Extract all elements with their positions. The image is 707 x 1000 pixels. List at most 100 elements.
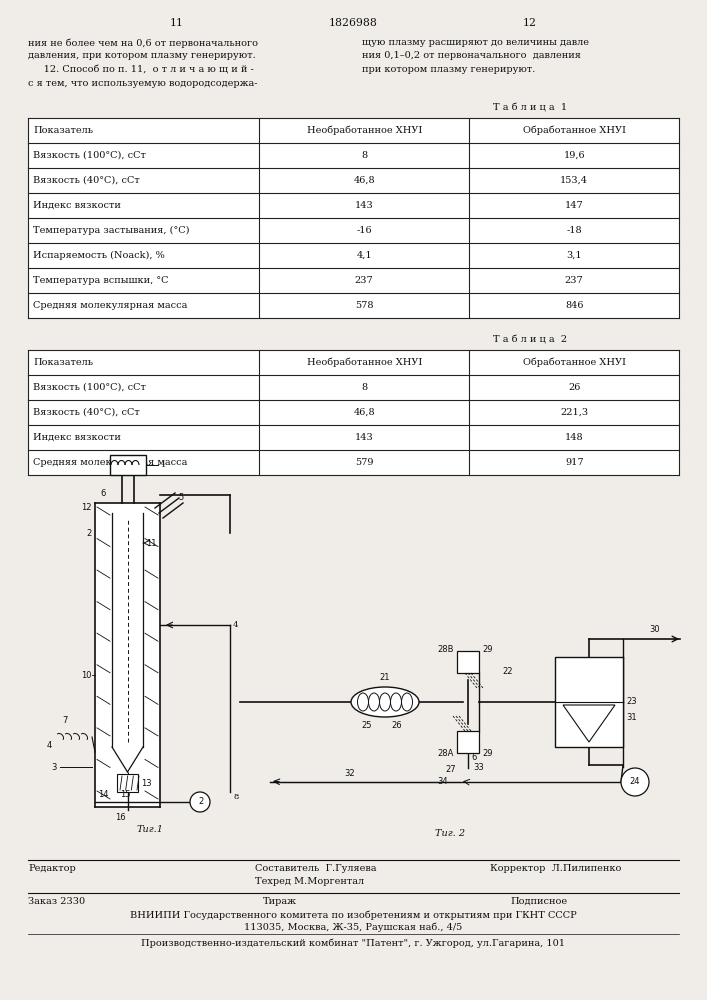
Text: Средняя молекулярная масса: Средняя молекулярная масса <box>33 458 187 467</box>
Bar <box>117 774 138 792</box>
Text: 12: 12 <box>81 504 92 512</box>
Text: Вязкость (40°С), сСт: Вязкость (40°С), сСт <box>33 176 140 185</box>
Text: 11: 11 <box>146 538 156 548</box>
Text: 1826988: 1826988 <box>329 18 378 28</box>
Text: 5: 5 <box>178 493 183 502</box>
Bar <box>555 657 623 747</box>
Text: 917: 917 <box>565 458 583 467</box>
Text: 24: 24 <box>630 778 641 786</box>
Text: 12: 12 <box>523 18 537 28</box>
Text: Вязкость (100°С), сСт: Вязкость (100°С), сСт <box>33 383 146 392</box>
Ellipse shape <box>351 687 419 717</box>
Text: 6: 6 <box>471 752 477 762</box>
Text: 2: 2 <box>199 798 204 806</box>
Text: с я тем, что используемую водородсодержа-: с я тем, что используемую водородсодержа… <box>28 79 257 88</box>
Text: Т а б л и ц а  2: Т а б л и ц а 2 <box>493 336 567 345</box>
Text: 8: 8 <box>361 151 368 160</box>
Text: давления, при котором плазму генерируют.: давления, при котором плазму генерируют. <box>28 51 256 60</box>
Text: щую плазму расширяют до величины давле: щую плазму расширяют до величины давле <box>362 38 589 47</box>
Text: 46,8: 46,8 <box>354 176 375 185</box>
Text: 29: 29 <box>482 646 493 654</box>
Text: Тираж: Тираж <box>263 897 297 906</box>
Text: 32: 32 <box>345 769 356 778</box>
Text: 143: 143 <box>355 201 373 210</box>
Text: 113035, Москва, Ж-35, Раушская наб., 4/5: 113035, Москва, Ж-35, Раушская наб., 4/5 <box>244 923 462 932</box>
Text: Показатель: Показатель <box>33 126 93 135</box>
Text: Производственно-издательский комбинат "Патент", г. Ужгород, ул.Гагарина, 101: Производственно-издательский комбинат "П… <box>141 938 565 948</box>
Text: Заказ 2330: Заказ 2330 <box>28 897 85 906</box>
Text: 21: 21 <box>380 673 390 682</box>
Text: 33: 33 <box>473 762 484 772</box>
Text: 4: 4 <box>47 740 52 750</box>
Text: 28A: 28A <box>438 750 454 758</box>
Bar <box>28 118 679 318</box>
Text: 3: 3 <box>52 762 57 772</box>
Text: 28B: 28B <box>438 646 454 654</box>
Text: 8: 8 <box>233 793 238 801</box>
Text: 4: 4 <box>233 621 238 629</box>
Text: 3,1: 3,1 <box>566 251 582 260</box>
Text: 846: 846 <box>565 301 583 310</box>
Text: 1: 1 <box>160 461 166 469</box>
Text: Показатель: Показатель <box>33 358 93 367</box>
Text: 15: 15 <box>119 790 130 799</box>
Text: 147: 147 <box>565 201 583 210</box>
Text: 27: 27 <box>445 766 456 774</box>
Text: 237: 237 <box>355 276 373 285</box>
Text: Τиг.1: Τиг.1 <box>136 826 163 834</box>
Text: 13: 13 <box>141 778 151 788</box>
Text: Вязкость (40°С), сСт: Вязкость (40°С), сСт <box>33 408 140 417</box>
Text: -16: -16 <box>356 226 372 235</box>
Text: Средняя молекулярная масса: Средняя молекулярная масса <box>33 301 187 310</box>
Bar <box>95 503 160 807</box>
Text: Температура застывания, (°С): Температура застывания, (°С) <box>33 226 189 235</box>
Circle shape <box>190 792 210 812</box>
Text: 26: 26 <box>392 721 402 730</box>
Text: -18: -18 <box>566 226 582 235</box>
Text: Составитель  Г.Гуляева: Составитель Г.Гуляева <box>255 864 377 873</box>
Text: 22: 22 <box>503 668 513 676</box>
Text: Необработанное ХНУI: Необработанное ХНУI <box>307 126 422 135</box>
Text: 23: 23 <box>626 698 636 706</box>
Text: ВНИИПИ Государственного комитета по изобретениям и открытиям при ГКНТ СССР: ВНИИПИ Государственного комитета по изоб… <box>129 910 576 920</box>
Text: Подписное: Подписное <box>510 897 567 906</box>
Bar <box>457 731 479 753</box>
Text: 26: 26 <box>568 383 580 392</box>
Text: 578: 578 <box>355 301 373 310</box>
Bar <box>28 350 679 475</box>
Text: 7: 7 <box>62 716 68 725</box>
Text: Τиг. 2: Τиг. 2 <box>435 830 465 838</box>
Circle shape <box>621 768 649 796</box>
Text: 2: 2 <box>87 528 92 538</box>
Text: 25: 25 <box>362 721 373 730</box>
Text: 12. Способ по п. 11,  о т л и ч а ю щ и й -: 12. Способ по п. 11, о т л и ч а ю щ и й… <box>28 65 254 74</box>
Text: Необработанное ХНУI: Необработанное ХНУI <box>307 358 422 367</box>
Text: 153,4: 153,4 <box>560 176 588 185</box>
Text: при котором плазму генерируют.: при котором плазму генерируют. <box>362 65 535 74</box>
Text: 4,1: 4,1 <box>356 251 372 260</box>
Text: 14: 14 <box>98 790 108 799</box>
Text: Температура вспышки, °С: Температура вспышки, °С <box>33 276 168 285</box>
Text: ния 0,1–0,2 от первоначального  давления: ния 0,1–0,2 от первоначального давления <box>362 51 581 60</box>
Text: Вязкость (100°С), сСт: Вязкость (100°С), сСт <box>33 151 146 160</box>
Text: 31: 31 <box>626 712 636 722</box>
Text: 237: 237 <box>565 276 583 285</box>
Text: 10: 10 <box>81 670 92 680</box>
Text: Обработанное ХНУI: Обработанное ХНУI <box>522 358 626 367</box>
Text: 46,8: 46,8 <box>354 408 375 417</box>
Text: Корректор  Л.Пилипенко: Корректор Л.Пилипенко <box>490 864 621 873</box>
Text: Индекс вязкости: Индекс вязкости <box>33 433 121 442</box>
Bar <box>457 651 479 673</box>
Text: Техред М.Моргентал: Техред М.Моргентал <box>255 877 364 886</box>
Text: 6: 6 <box>100 489 105 498</box>
Bar <box>110 455 146 475</box>
Text: 579: 579 <box>355 458 373 467</box>
Text: 143: 143 <box>355 433 373 442</box>
Polygon shape <box>563 705 615 742</box>
Text: 148: 148 <box>565 433 583 442</box>
Text: 34: 34 <box>438 778 448 786</box>
Text: 16: 16 <box>115 813 126 822</box>
Text: 221,3: 221,3 <box>560 408 588 417</box>
Text: 30: 30 <box>650 625 660 634</box>
Text: Индекс вязкости: Индекс вязкости <box>33 201 121 210</box>
